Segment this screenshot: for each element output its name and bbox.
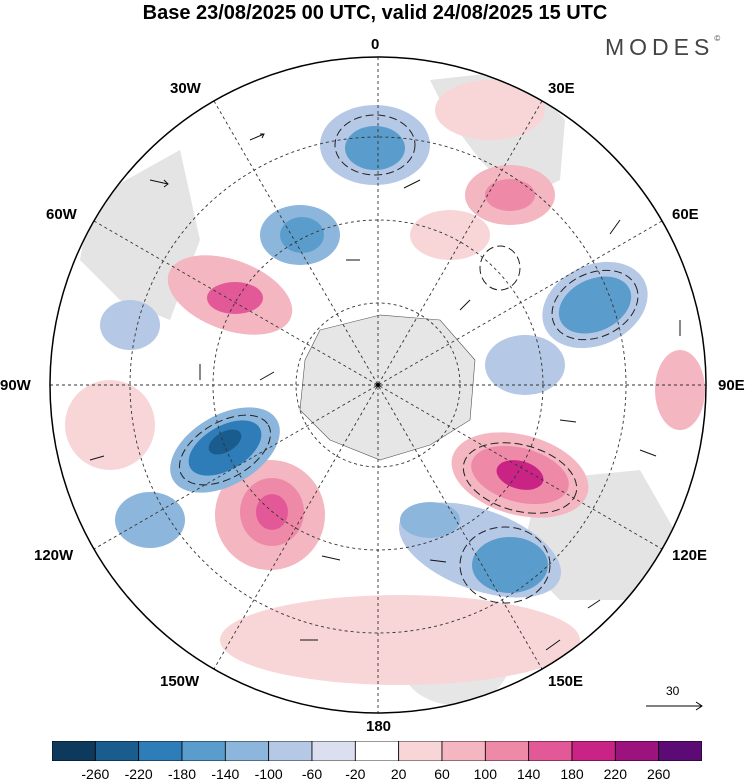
lon-label-120w: 120W: [34, 547, 74, 564]
lon-label-150e: 150E: [548, 673, 584, 690]
lon-label-60e: 60E: [672, 206, 699, 223]
contours: [178, 114, 639, 604]
map-title: Base 23/08/2025 00 UTC, valid 24/08/2025…: [142, 2, 608, 24]
colorbar-tick-label: 60: [434, 766, 450, 782]
colorbar-swatch: [181, 741, 226, 761]
colorbar-swatch: [441, 741, 486, 761]
colorbar-swatch: [658, 741, 702, 761]
lon-label-150w: 150W: [160, 673, 200, 690]
lon-label-0: 0: [371, 36, 380, 53]
modes-logo: MODES©: [605, 34, 720, 61]
lon-label-60w: 60W: [46, 206, 77, 223]
colorbar-tick-label: 220: [603, 766, 628, 782]
colorbar-swatch: [52, 741, 96, 761]
map-border: [49, 56, 707, 714]
colorbar-swatch: [398, 741, 443, 761]
colorbar-swatch: [354, 741, 400, 761]
colorbar-tick-label: -140: [211, 766, 240, 782]
colorbar-tick-label: -20: [345, 766, 366, 782]
colorbar-swatch: [94, 741, 140, 761]
colorbar-tick-label: 20: [390, 766, 407, 782]
copyright-mark: ©: [714, 34, 721, 43]
colorbar-swatch: [224, 741, 270, 761]
reference-vector-label: 30: [666, 684, 680, 698]
lon-label-30e: 30E: [548, 80, 575, 97]
lon-label-90w: 90W: [0, 377, 31, 394]
wind-vectors: [89, 133, 681, 651]
brand-name: MODES: [605, 34, 715, 60]
right-arrow-icon: [646, 701, 703, 711]
graticule: [50, 57, 706, 713]
colorbar-tick-label: 140: [516, 766, 541, 782]
lon-label-30w: 30W: [170, 80, 201, 97]
colorbar-tick-label: -220: [124, 766, 153, 782]
colorbar-tick-label: 180: [560, 766, 584, 782]
map-field: [50, 57, 706, 713]
colorbar-swatch: [268, 741, 313, 761]
south-pole-marker: [376, 383, 380, 387]
lon-label-180: 180: [366, 718, 392, 735]
colorbar-swatch: [484, 741, 530, 761]
colorbar-tick-label: -260: [81, 766, 110, 782]
colorbar-tick-label: -100: [254, 766, 283, 782]
lon-label-120e: 120E: [672, 547, 708, 564]
colorbar-tick-label: -60: [301, 766, 323, 782]
lon-label-90e: 90E: [718, 377, 745, 394]
colorbar-tick-label: -180: [167, 766, 197, 782]
colorbar-swatch: [528, 741, 573, 761]
colorbar-tick-label: 100: [473, 766, 498, 782]
colorbar-swatch: [138, 741, 183, 761]
colorbar-tick-label: 260: [646, 766, 671, 782]
antarctica-land: [299, 314, 476, 461]
colorbar: [52, 741, 702, 761]
colorbar-swatch: [571, 741, 616, 761]
colorbar-swatch: [311, 741, 356, 761]
colorbar-swatch: [614, 741, 660, 761]
